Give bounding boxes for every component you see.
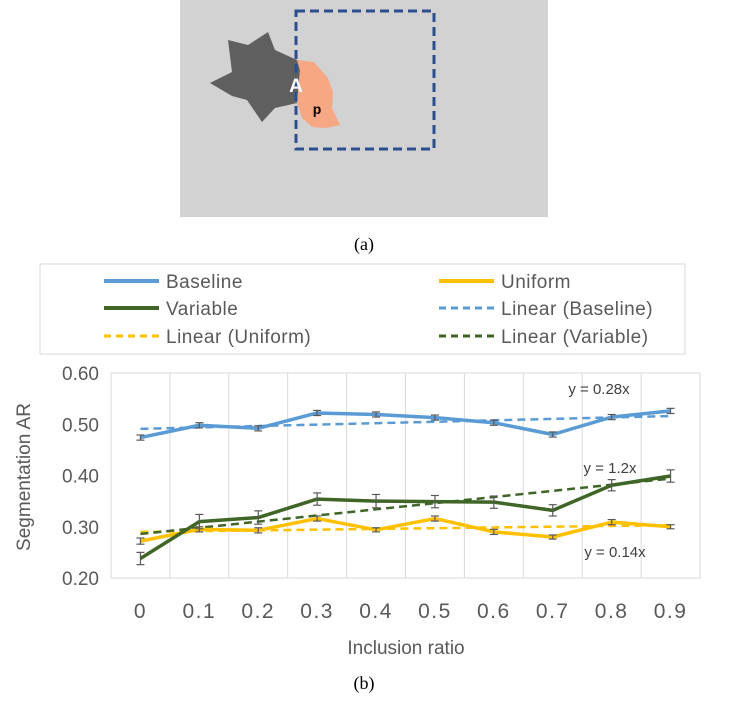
series-line-baseline: [140, 409, 671, 440]
x-tick-label: 0.3: [300, 600, 334, 623]
x-tick-label: 0.4: [359, 600, 393, 623]
trendline-variable: [140, 477, 671, 536]
equation-variable: y = 1.2x: [584, 460, 637, 477]
caption-b: (b): [354, 673, 375, 694]
x-tick-label: 0.7: [536, 600, 570, 623]
dashed-box: [294, 9, 436, 151]
error-bars: [136, 407, 675, 566]
legend-label-variable: Variable: [166, 299, 238, 320]
x-tick-label: 0.6: [477, 600, 511, 623]
line-chart: Baseline Uniform Variable Linear (Baseline)…: [14, 263, 701, 659]
series-line-uniform: [140, 516, 671, 543]
trendline-uniform: [140, 523, 671, 534]
x-tick-label: 0: [134, 600, 147, 623]
illustration-background: [180, 0, 548, 217]
x-axis-title: Inclusion ratio: [347, 638, 464, 659]
point-label: p: [313, 101, 322, 117]
y-tick-label: 0.30: [62, 518, 99, 539]
gridlines: [110, 372, 701, 579]
x-axis-ticks: 0 0.1 0.2 0.3 0.4 0.5 0.6 0.7 0.8 0.9: [134, 600, 688, 623]
x-tick-label: 0.8: [595, 600, 629, 623]
dark-shape: [210, 32, 300, 122]
legend-label-linear-baseline: Linear (Baseline): [501, 299, 653, 320]
region-label: A: [289, 76, 303, 97]
caption-a: (a): [354, 234, 374, 255]
y-tick-label: 0.40: [62, 467, 99, 488]
x-tick-label: 0.2: [241, 600, 275, 623]
series-line-variable: [139, 474, 671, 561]
y-tick-label: 0.50: [62, 415, 99, 436]
legend-label-baseline: Baseline: [166, 272, 243, 293]
equation-baseline: y = 0.28x: [568, 381, 630, 398]
legend-label-linear-uniform: Linear (Uniform): [166, 327, 311, 348]
y-axis-ticks: 0.20 0.30 0.40 0.50 0.60: [62, 364, 99, 590]
y-axis-title: Segmentation AR: [14, 403, 35, 551]
panel-a-illustration: A p: [180, 0, 548, 217]
equation-uniform: y = 0.14x: [584, 544, 646, 561]
trendline-baseline: [140, 414, 671, 431]
y-tick-label: 0.20: [62, 569, 99, 590]
legend-label-linear-variable: Linear (Variable): [501, 327, 649, 348]
x-tick-label: 0.1: [182, 600, 216, 623]
legend-label-uniform: Uniform: [501, 272, 571, 293]
trendline-equations: y = 0.28x y = 0.14x y = 1.2x: [568, 381, 646, 561]
y-tick-label: 0.60: [62, 364, 99, 385]
trendlines: [140, 414, 671, 536]
series-lines: [139, 409, 671, 561]
x-tick-label: 0.5: [418, 600, 452, 623]
x-tick-label: 0.9: [654, 600, 688, 623]
legend: Baseline Uniform Variable Linear (Baseline)…: [39, 263, 686, 355]
highlight-region: [297, 60, 340, 128]
